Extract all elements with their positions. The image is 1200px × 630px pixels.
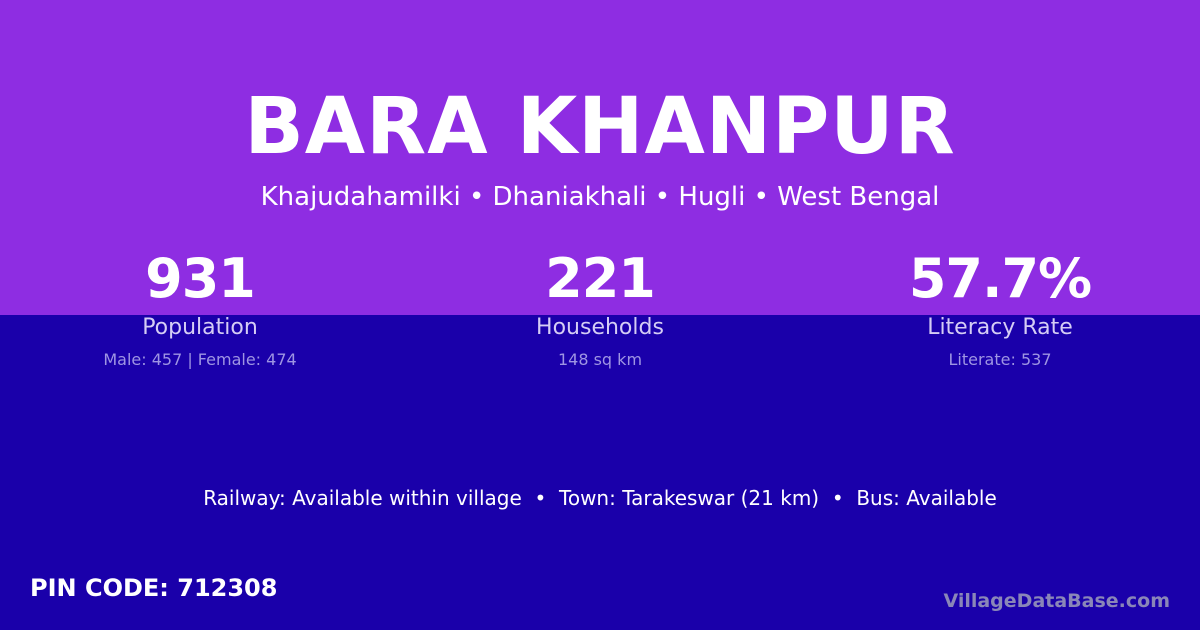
- location-subtitle: Khajudahamilki • Dhaniakhali • Hugli • W…: [260, 182, 940, 212]
- stat-value: 57.7%: [908, 247, 1092, 310]
- stat-label: Population: [142, 315, 258, 340]
- village-title: BARA KHANPUR: [244, 82, 956, 172]
- stat-value: 931: [145, 247, 256, 310]
- stat-value: 221: [545, 247, 656, 310]
- stat-label: Households: [536, 315, 664, 340]
- header-band: [0, 0, 1200, 315]
- stat-detail: Literate: 537: [948, 350, 1052, 369]
- stat-households: 221 Households 148 sq km: [400, 246, 800, 369]
- stat-label: Literacy Rate: [927, 315, 1073, 340]
- pin-code: PIN CODE: 712308: [30, 574, 278, 602]
- amenities-info: Railway: Available within village • Town…: [203, 486, 997, 510]
- stat-detail: 148 sq km: [557, 350, 643, 369]
- stat-literacy: 57.7% Literacy Rate Literate: 537: [800, 246, 1200, 369]
- stat-detail: Male: 457 | Female: 474: [103, 350, 297, 369]
- stat-population: 931 Population Male: 457 | Female: 474: [0, 246, 400, 369]
- brand-watermark: VillageDataBase.com: [943, 590, 1170, 612]
